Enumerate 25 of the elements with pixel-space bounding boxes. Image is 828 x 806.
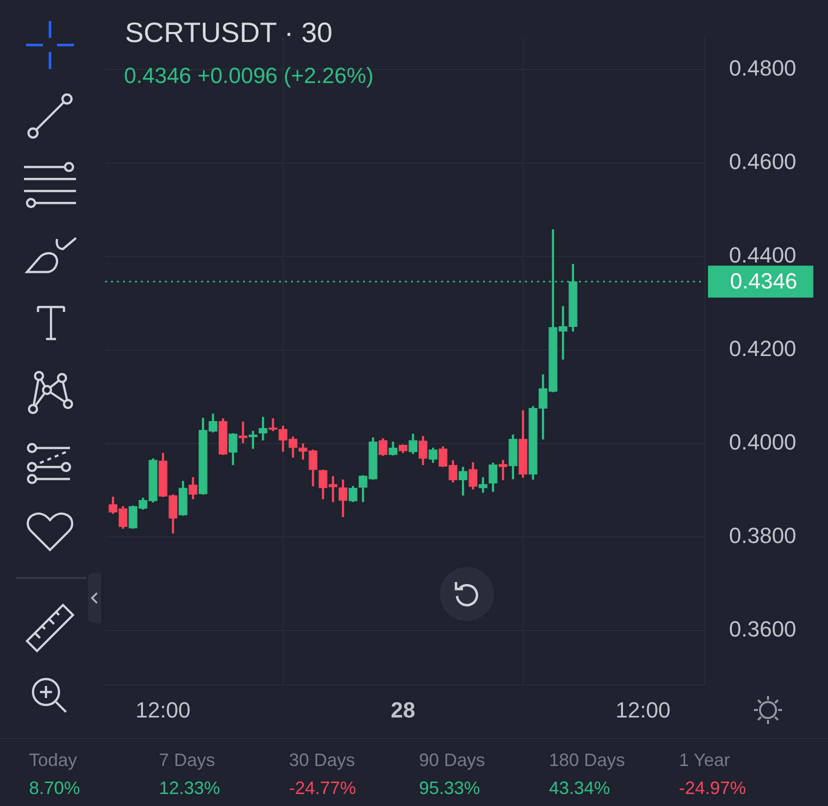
text: 8.70%	[29, 777, 80, 799]
y-tick-label: 0.4000	[729, 429, 796, 454]
text: -24.97%	[679, 777, 746, 799]
y-tick-label: 0.4800	[729, 56, 796, 81]
x-tick-label: 28	[390, 697, 416, 722]
text: -24.77%	[289, 777, 356, 799]
y-tick-label: 0.4600	[729, 148, 796, 174]
y-tick-label: 0.4200	[729, 336, 796, 361]
text: 12.33%	[159, 777, 220, 799]
x-tick-label: 12:00	[135, 697, 191, 722]
text: 43.34%	[549, 777, 610, 799]
ref-line-label: 0.4346	[730, 268, 798, 294]
x-tick-label: 12:00	[615, 697, 671, 722]
text: 0.4346 +0.0096 (+2.26%)	[124, 62, 374, 90]
text: 90 Days	[419, 749, 486, 771]
text: 1 Year	[679, 749, 730, 771]
text: 30 Days	[289, 749, 356, 771]
chart-title: SCRTUSDT · 30	[125, 16, 332, 50]
y-tick-label: 0.4400	[729, 242, 796, 268]
text: 95.33%	[419, 777, 480, 799]
text: 7 Days	[159, 749, 216, 771]
text: Today	[29, 749, 78, 771]
text: 180 Days	[549, 749, 626, 771]
y-tick-label: 0.3600	[729, 616, 796, 642]
y-tick-label: 0.3800	[729, 522, 796, 548]
